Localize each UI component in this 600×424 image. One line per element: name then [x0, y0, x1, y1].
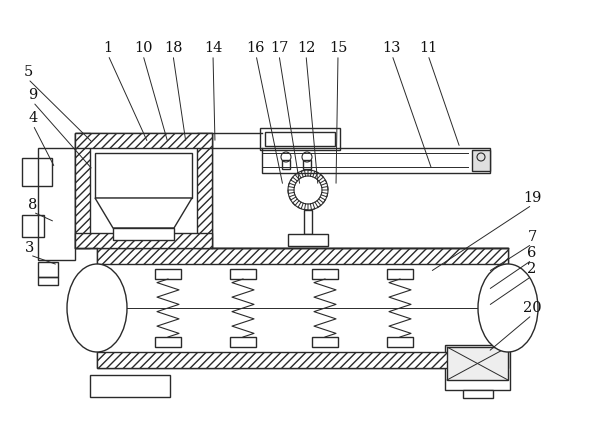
Bar	[75, 133, 212, 148]
Text: 6: 6	[527, 246, 536, 260]
Text: 7: 7	[527, 230, 536, 244]
Text: 13: 13	[383, 41, 401, 55]
Text: 15: 15	[329, 41, 347, 55]
Bar	[155, 269, 181, 279]
Bar	[38, 148, 75, 260]
Text: 18: 18	[164, 41, 182, 55]
Bar	[282, 160, 290, 169]
Text: 8: 8	[28, 198, 38, 212]
Bar	[97, 248, 508, 264]
Text: 2: 2	[527, 262, 536, 276]
Bar	[22, 215, 44, 237]
Bar	[90, 375, 170, 397]
Bar	[155, 337, 181, 347]
Bar	[260, 128, 340, 150]
Text: 12: 12	[297, 41, 315, 55]
Bar	[288, 234, 328, 246]
Bar	[387, 269, 413, 279]
Bar	[75, 233, 212, 248]
Bar	[75, 133, 90, 248]
Bar	[312, 269, 338, 279]
Text: 16: 16	[247, 41, 265, 55]
Bar	[230, 269, 256, 279]
Text: 3: 3	[25, 241, 35, 255]
Bar	[38, 277, 58, 285]
Text: 20: 20	[523, 301, 541, 315]
Bar	[197, 133, 212, 248]
Text: 9: 9	[28, 88, 38, 102]
Bar	[97, 352, 508, 368]
Bar	[304, 210, 312, 234]
Bar	[38, 262, 58, 277]
Text: 19: 19	[523, 191, 541, 205]
Bar	[312, 337, 338, 347]
Bar	[447, 347, 508, 380]
Bar	[230, 337, 256, 347]
Ellipse shape	[67, 264, 127, 352]
Bar	[265, 132, 335, 146]
Bar	[463, 390, 493, 398]
Bar	[262, 148, 490, 173]
Bar	[95, 153, 192, 198]
Bar	[75, 133, 212, 248]
Bar	[97, 248, 508, 368]
Text: 4: 4	[28, 111, 38, 125]
Bar	[303, 160, 311, 169]
Bar	[113, 228, 174, 240]
Bar	[22, 158, 52, 186]
Ellipse shape	[478, 264, 538, 352]
Text: 10: 10	[134, 41, 152, 55]
Bar	[445, 345, 510, 390]
Text: 5: 5	[23, 65, 32, 79]
Bar	[472, 150, 490, 171]
Text: 1: 1	[103, 41, 113, 55]
Text: 11: 11	[419, 41, 437, 55]
Bar	[387, 337, 413, 347]
Polygon shape	[95, 198, 192, 228]
Text: 17: 17	[270, 41, 288, 55]
Text: 14: 14	[204, 41, 222, 55]
